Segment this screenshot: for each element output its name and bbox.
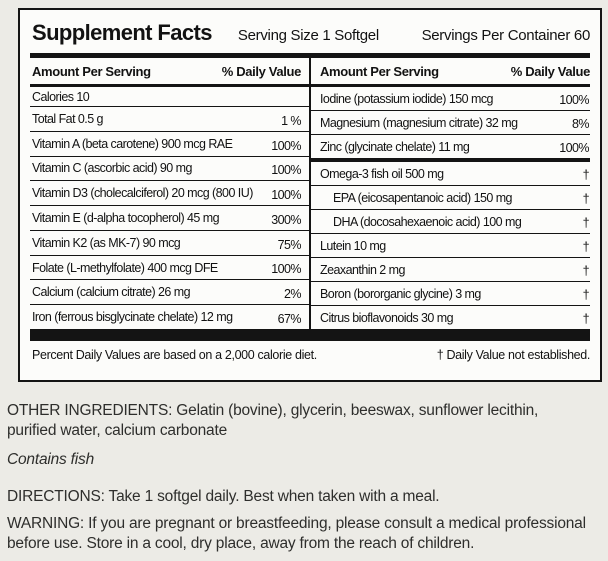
nutrient-label: DHA (docosahexaenoic acid) 100 mg [333,214,522,229]
nutrient-row: Calories 10 [30,87,309,108]
nutrient-daily-value: 2% [284,287,302,302]
nutrient-columns: Amount Per Serving % Daily Value Calorie… [20,58,600,329]
servings-per-container: Servings Per Container 60 [421,27,591,44]
nutrient-daily-value: † [582,192,590,206]
nutrient-label: Omega-3 fish oil 500 mg [320,166,444,181]
nutrient-daily-value: † [582,264,590,278]
left-column: Amount Per Serving % Daily Value Calorie… [30,58,311,329]
left-column-rows: Calories 10 Total Fat 0.5 g 1 % Vitamin A (… [30,87,309,329]
nutrient-daily-value: † [582,216,590,230]
panel-title: Supplement Facts [32,20,212,45]
nutrient-label: Boron (bororganic glycine) 3 mg [320,286,481,301]
nutrient-label: Vitamin C (ascorbic acid) 90 mg [32,161,192,176]
nutrient-daily-value: 100% [271,262,301,277]
nutrient-daily-value: 75% [277,237,302,252]
nutrient-row: Vitamin E (d-alpha tocopherol) 45 mg 300% [30,206,309,231]
other-ingredients-text: OTHER INGREDIENTS: Gelatin (bovine), gly… [7,402,539,439]
title-divider-bar [30,53,590,58]
daily-value-footnote: Percent Daily Values are based on a 2,00… [32,348,317,362]
warning-text: WARNING: If you are pregnant or breastfe… [7,515,586,552]
nutrient-row: Lutein 10 mg † [311,234,590,258]
panel-header: Supplement Facts Serving Size 1 Softgel … [20,10,600,50]
nutrient-daily-value: 100% [559,93,589,107]
nutrient-label: Magnesium (magnesium citrate) 32 mg [320,115,518,130]
right-column-header: Amount Per Serving % Daily Value [311,58,590,87]
nutrient-daily-value: † [582,288,590,302]
serving-size: Serving Size 1 Softgel [237,27,379,44]
nutrient-row: Total Fat 0.5 g 1 % [30,107,309,132]
footer-divider-bar [30,329,590,341]
nutrient-daily-value: † [582,312,590,326]
nutrient-row: Vitamin A (beta carotene) 900 mcg RAE 100… [30,132,309,157]
nutrient-row: Calcium (calcium citrate) 26 mg 2% [30,280,309,306]
nutrient-label: Vitamin E (d-alpha tocopherol) 45 mg [32,211,220,226]
right-column: Amount Per Serving % Daily Value Iodine … [311,58,590,329]
nutrient-row: EPA (eicosapentanoic acid) 150 mg † [311,186,590,210]
nutrient-row: Vitamin C (ascorbic acid) 90 mg 100% [30,157,309,182]
nutrient-label: Lutein 10 mg [320,238,386,253]
nutrient-daily-value: 100% [271,188,301,203]
nutrient-row: Vitamin D3 (cholecalciferol) 20 mcg (800… [30,181,309,207]
nutrient-label: Vitamin A (beta carotene) 900 mcg RAE [32,136,233,151]
nutrient-row: Magnesium (magnesium citrate) 32 mg 8% [311,111,590,135]
right-column-rows: Iodine (potassium iodide) 150 mcg 100% Mag… [311,87,590,329]
nutrient-daily-value: † [582,240,590,254]
nutrient-label: Total Fat 0.5 g [32,111,104,126]
nutrient-row: Zeaxanthin 2 mg † [311,258,590,282]
nutrient-row: Iodine (potassium iodide) 150 mcg 100% [311,87,590,111]
nutrient-daily-value: 300% [271,212,301,227]
dagger-footnote: † Daily Value not established. [436,348,591,362]
nutrient-daily-value: 1 % [281,113,301,128]
nutrient-daily-value: † [582,168,590,182]
nutrient-label: Zeaxanthin 2 mg [320,262,405,277]
nutrient-label: Vitamin K2 (as MK-7) 90 mcg [32,235,181,250]
nutrient-label: Calcium (calcium citrate) 26 mg [32,285,191,300]
nutrient-label: Zinc (glycinate chelate) 11 mg [320,139,470,154]
nutrient-row: DHA (docosahexaenoic acid) 100 mg † [311,210,590,234]
nutrient-row: Omega-3 fish oil 500 mg † [311,162,590,186]
nutrient-row: Iron (ferrous bisglycinate chelate) 12 m… [30,305,309,329]
nutrient-label: Vitamin D3 (cholecalciferol) 20 mcg (800… [32,186,253,201]
nutrient-daily-value: 67% [277,312,302,327]
nutrient-daily-value: 100% [271,163,301,178]
nutrient-daily-value: 100% [559,141,589,155]
nutrient-label: Folate (L-methylfolate) 400 mcg DFE [32,260,218,275]
nutrient-label: Citrus bioflavonoids 30 mg [320,310,454,325]
nutrient-label: Iron (ferrous bisglycinate chelate) 12 m… [32,310,233,325]
nutrient-daily-value: 100% [271,138,301,153]
nutrient-daily-value: 8% [572,117,590,131]
below-panel-text: OTHER INGREDIENTS: Gelatin (bovine), gly… [7,401,591,554]
supplement-facts-panel: Supplement Facts Serving Size 1 Softgel … [18,8,602,382]
nutrient-label: Iodine (potassium iodide) 150 mcg [320,91,493,106]
amount-per-serving-header: Amount Per Serving [32,64,151,79]
contains-statement: Contains fish [7,451,95,468]
nutrient-label: Calories 10 [32,89,90,104]
nutrient-row: Vitamin K2 (as MK-7) 90 mcg 75% [30,231,309,256]
nutrient-row: Zinc (glycinate chelate) 11 mg 100% [311,135,590,162]
daily-value-header: % Daily Value [221,64,302,79]
nutrient-row: Folate (L-methylfolate) 400 mcg DFE 100% [30,256,309,281]
nutrient-row: Boron (bororganic glycine) 3 mg † [311,282,590,306]
nutrient-daily-value [295,103,301,106]
footnote-row: Percent Daily Values are based on a 2,00… [20,341,600,362]
directions-text: DIRECTIONS: Take 1 softgel daily. Best w… [7,488,440,505]
amount-per-serving-header: Amount Per Serving [320,64,439,79]
nutrient-row: Citrus bioflavonoids 30 mg † [311,306,590,329]
daily-value-header: % Daily Value [510,64,591,79]
left-column-header: Amount Per Serving % Daily Value [30,58,309,87]
nutrient-label: EPA (eicosapentanoic acid) 150 mg [333,190,513,205]
